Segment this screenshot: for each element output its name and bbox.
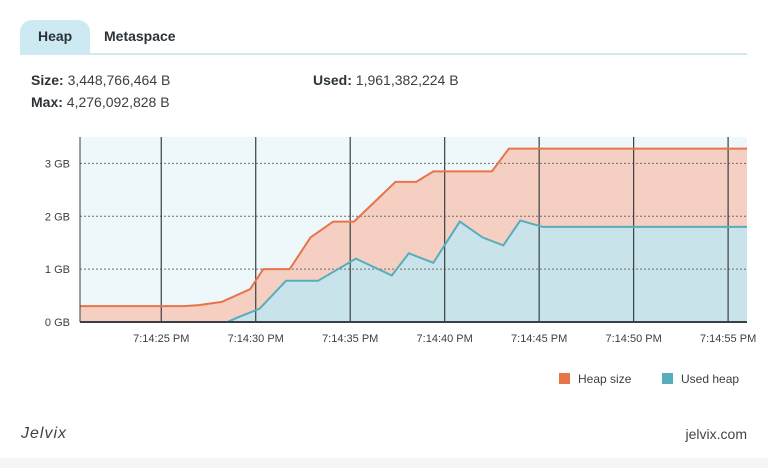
tab-bar: Heap Metaspace <box>20 20 747 55</box>
heap-size-swatch <box>559 373 570 384</box>
used-value: 1,961,382,224 B <box>355 72 459 88</box>
x-tick-label: 7:14:25 PM <box>133 333 189 345</box>
used-heap-area <box>80 220 747 322</box>
size-stat: Size: 3,448,766,464 B <box>31 72 170 88</box>
x-tick-label: 7:14:55 PM <box>700 333 756 345</box>
legend-used-heap: Used heap <box>662 372 739 386</box>
x-tick-label: 7:14:40 PM <box>417 333 473 345</box>
x-tick-label: 7:14:45 PM <box>511 333 567 345</box>
heap-size-line <box>80 147 747 308</box>
used-stat: Used: 1,961,382,224 B <box>313 72 459 88</box>
used-label: Used: <box>313 72 352 88</box>
y-tick-label: 1 GB <box>45 264 70 276</box>
tab-metaspace[interactable]: Metaspace <box>104 28 176 44</box>
x-tick-label: 7:14:50 PM <box>605 333 661 345</box>
used-heap-line <box>80 219 747 323</box>
max-label: Max: <box>31 94 63 110</box>
footer-divider <box>0 458 768 468</box>
legend-heap-size: Heap size <box>559 372 631 386</box>
tab-heap[interactable]: Heap <box>20 20 91 53</box>
legend-used-heap-label: Used heap <box>681 372 740 386</box>
y-tick-label: 0 GB <box>45 317 70 329</box>
site-link[interactable]: jelvix.com <box>685 426 747 442</box>
heap-chart: 0 GB 1 GB 2 GB 3 GB 7:14:25 PM 7:14:30 PM 7:14… <box>45 137 756 345</box>
size-value: 3,448,766,464 B <box>67 72 171 88</box>
used-heap-swatch <box>662 373 673 384</box>
legend-heap-size-label: Heap size <box>578 372 632 386</box>
size-label: Size: <box>31 72 64 88</box>
max-value: 4,276,092,828 B <box>66 94 170 110</box>
y-tick-label: 3 GB <box>45 158 70 170</box>
y-tick-label: 2 GB <box>45 211 70 223</box>
brand-logo: Jelvix <box>21 425 68 442</box>
x-tick-label: 7:14:35 PM <box>322 333 378 345</box>
x-tick-label: 7:14:30 PM <box>228 333 284 345</box>
max-stat: Max: 4,276,092,828 B <box>31 94 170 110</box>
